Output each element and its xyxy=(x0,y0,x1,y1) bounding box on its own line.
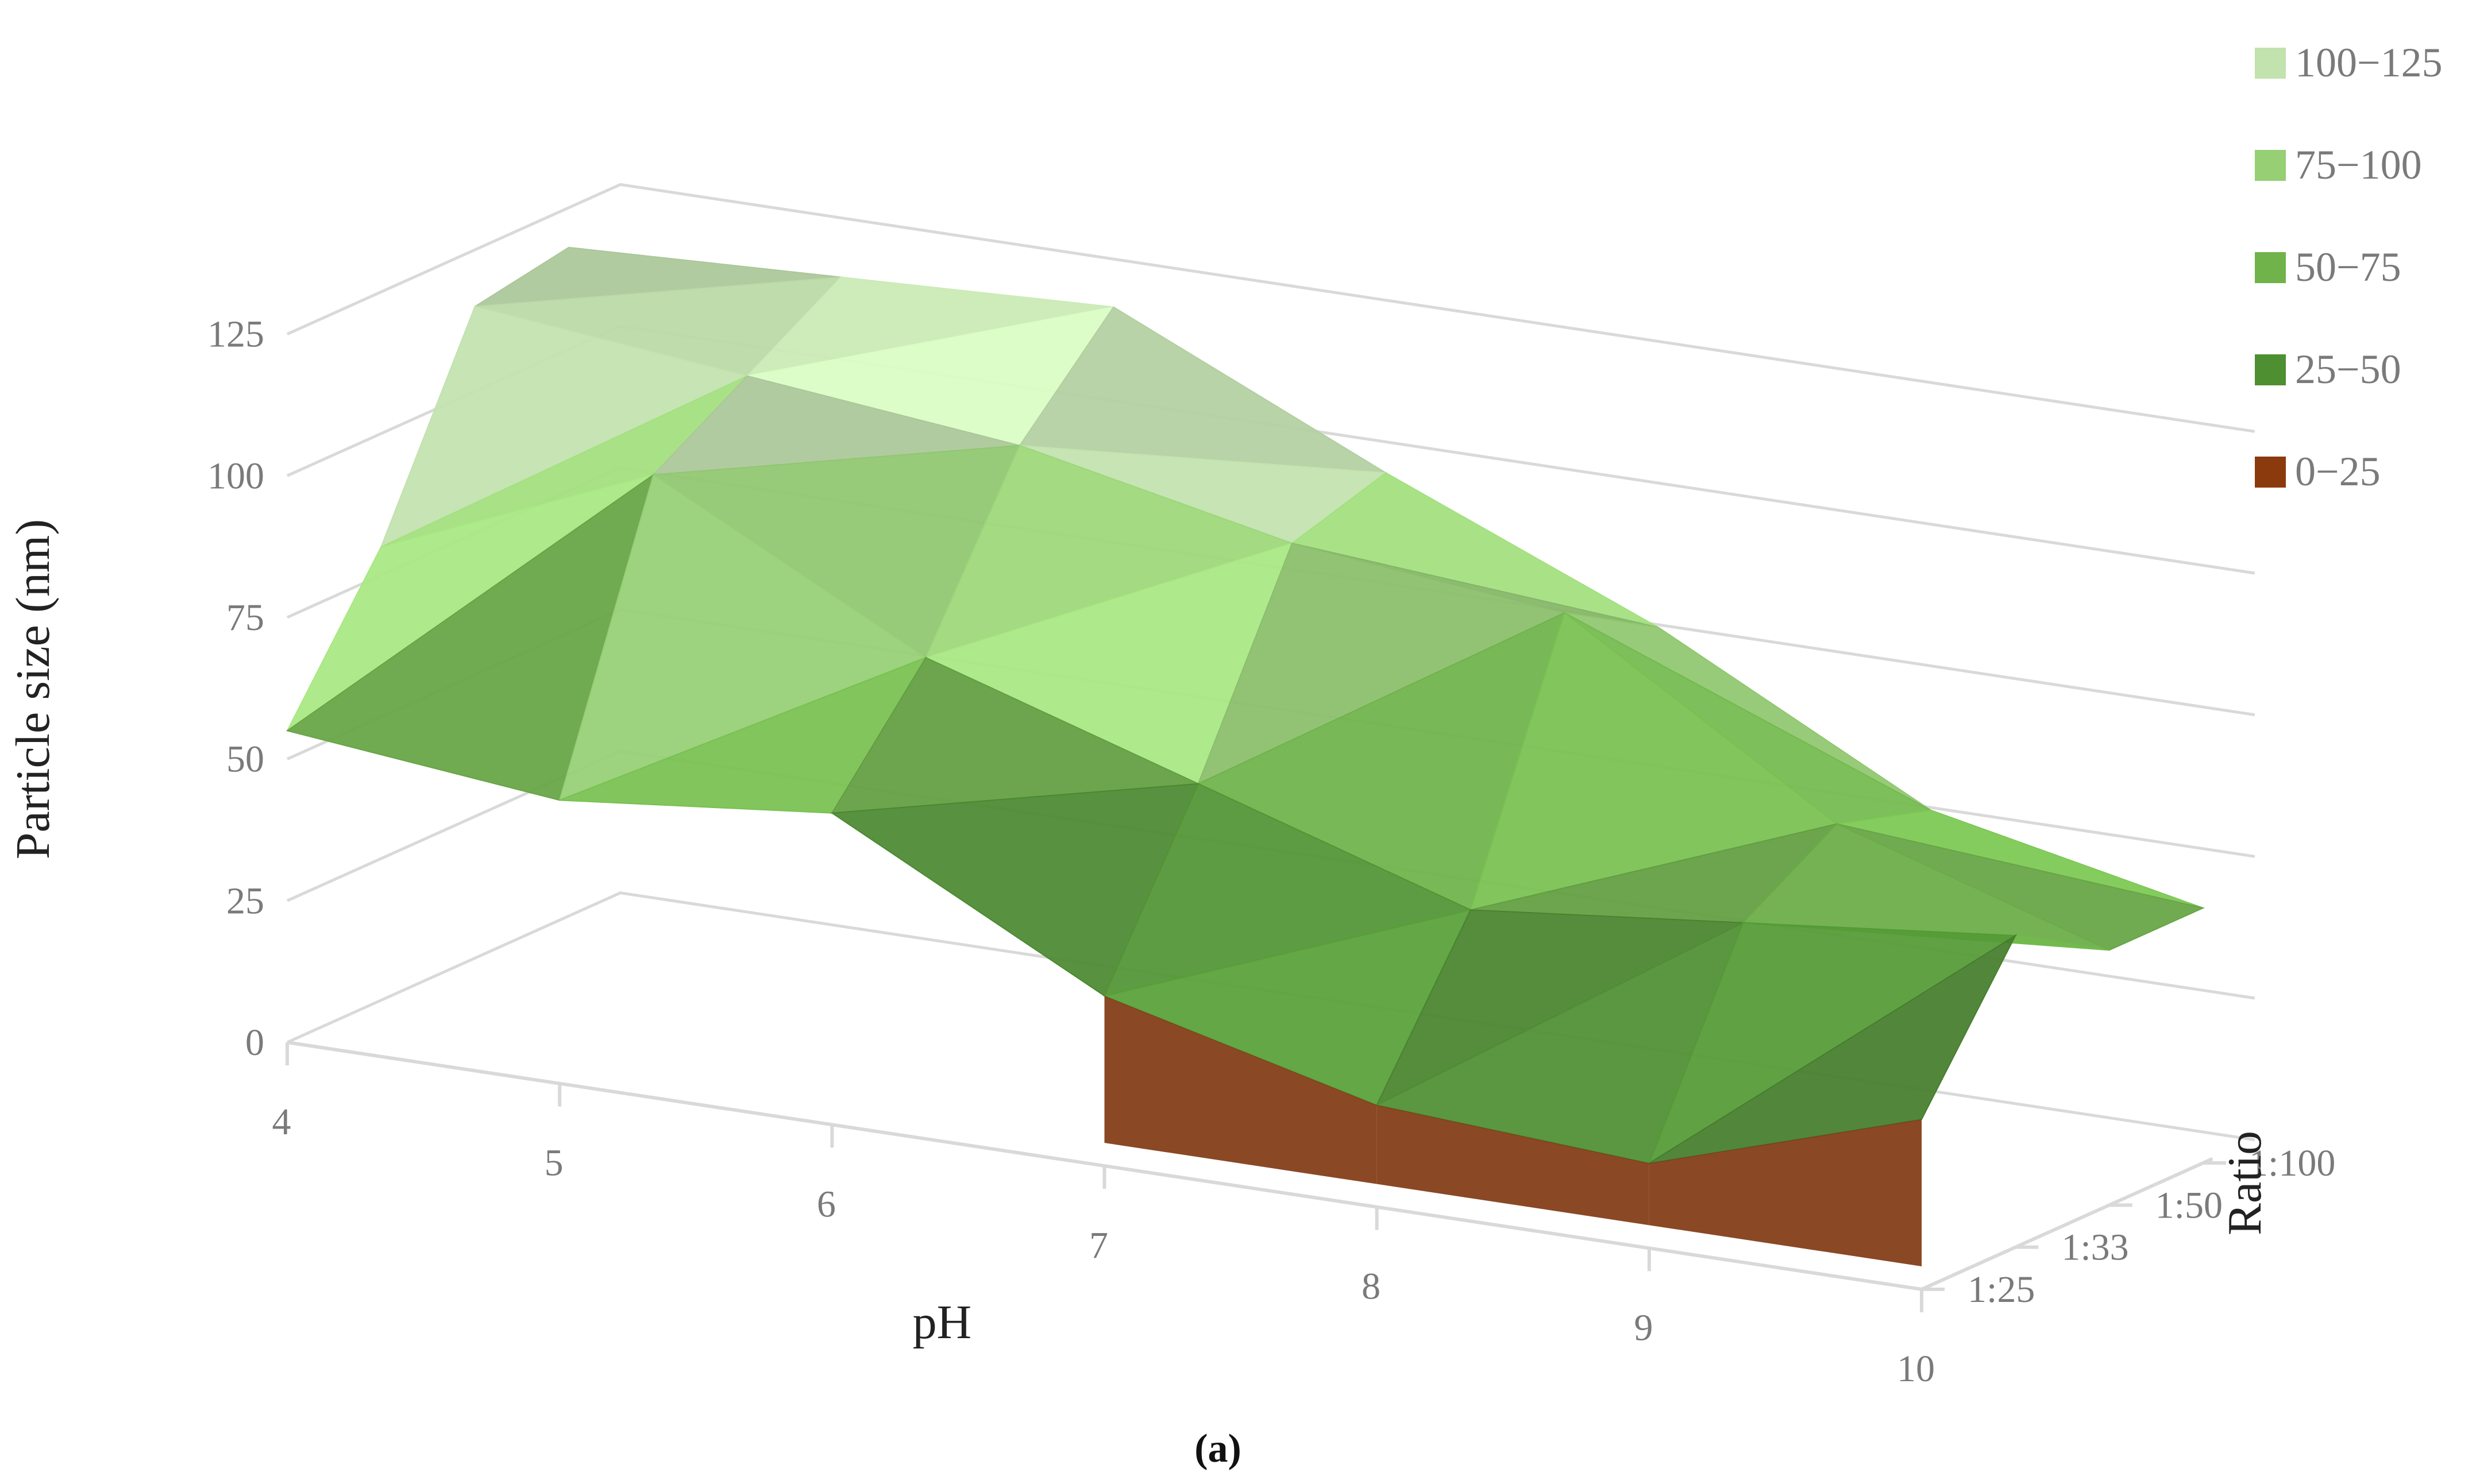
ratio-tick-label: 1:33 xyxy=(2061,1227,2128,1269)
surface-skirt xyxy=(1104,996,1377,1184)
y-tick-label: 0 xyxy=(245,1022,264,1064)
x-tick-label: 8 xyxy=(1362,1266,1380,1308)
legend-swatch xyxy=(2255,48,2286,79)
axes: 0 25 50 75 100 125 4 5 6 7 8 9 10 1:25 1:33 1:50 1:100 xyxy=(207,314,2335,1390)
legend-swatch xyxy=(2255,252,2286,283)
x-tick-label: 5 xyxy=(545,1142,564,1184)
surface-skirt xyxy=(1649,1119,1922,1266)
x-tick-label: 4 xyxy=(272,1101,291,1143)
x-tick-label: 10 xyxy=(1897,1348,1935,1390)
x-axis-title: pH xyxy=(913,1296,972,1349)
legend-label: 75−100 xyxy=(2295,142,2422,188)
ratio-axis-title: Ratio xyxy=(2218,1131,2271,1235)
y-axis-title: Particle size (nm) xyxy=(6,519,60,859)
legend: 100−125 75−100 50−75 25−50 0−25 xyxy=(2255,40,2443,494)
legend-label: 25−50 xyxy=(2295,346,2401,392)
legend-label: 0−25 xyxy=(2295,449,2381,494)
y-tick-label: 25 xyxy=(226,880,264,922)
ratio-tick-label: 1:50 xyxy=(2155,1184,2223,1226)
y-tick-label: 75 xyxy=(226,597,264,639)
y-tick-label: 100 xyxy=(207,455,264,497)
ratio-tick-label: 1:25 xyxy=(1968,1269,2035,1311)
surface-plot xyxy=(286,246,2205,1266)
figure-subtitle: (a) xyxy=(1194,1427,1241,1471)
x-tick-label: 6 xyxy=(817,1183,836,1225)
y-tick-label: 50 xyxy=(226,739,264,780)
x-tick-label: 7 xyxy=(1089,1224,1108,1266)
surface-skirt xyxy=(1376,1105,1649,1226)
legend-swatch xyxy=(2255,457,2286,488)
ratio-tick-label: 1:100 xyxy=(2249,1142,2335,1184)
y-tick-label: 125 xyxy=(207,314,264,355)
legend-label: 100−125 xyxy=(2295,40,2443,86)
gridline xyxy=(286,183,2255,433)
legend-swatch xyxy=(2255,354,2286,385)
x-tick-label: 9 xyxy=(1634,1307,1653,1348)
legend-label: 50−75 xyxy=(2295,244,2401,290)
legend-swatch xyxy=(2255,150,2286,181)
ratio-axis-line xyxy=(1920,1157,2213,1291)
